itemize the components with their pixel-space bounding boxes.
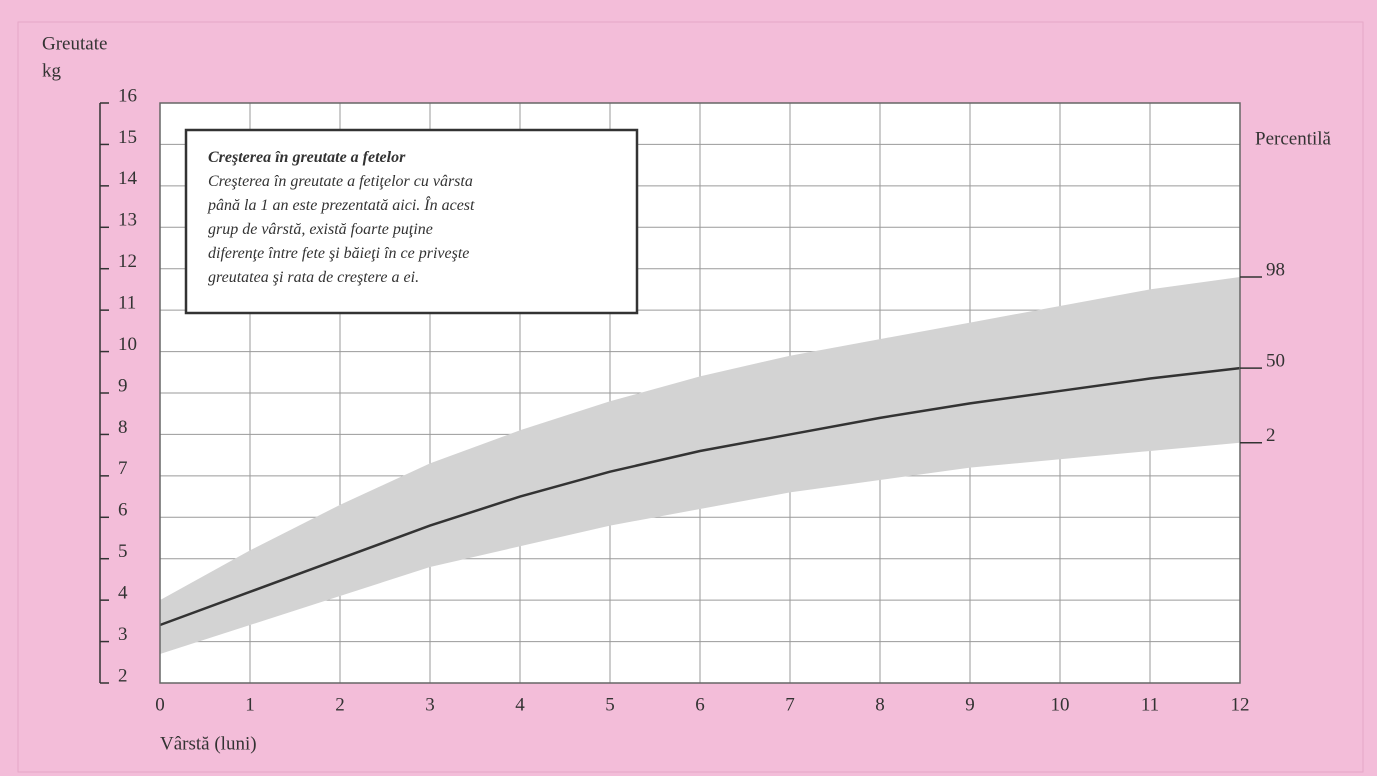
- x-tick-label: 11: [1141, 694, 1159, 715]
- x-tick-label: 6: [695, 694, 705, 715]
- median-line: [159, 366, 1241, 627]
- y-tick-label: 7: [118, 458, 128, 479]
- annotation-text: Creşterea în greutate a fetiţelor cu vâr…: [208, 173, 473, 190]
- y-tick-label: 3: [118, 624, 128, 645]
- y2-label: Percentilă: [1255, 128, 1332, 149]
- percentile-band: [160, 277, 1240, 654]
- y-tick-label: 10: [118, 334, 137, 355]
- y-tick-label: 5: [118, 541, 128, 562]
- x-tick-label: 5: [605, 694, 615, 715]
- y-tick-label: 6: [118, 500, 128, 521]
- x-tick-label: 7: [785, 694, 795, 715]
- plot-border: [159, 102, 1241, 684]
- x-tick-label: 1: [245, 694, 255, 715]
- y-tick-label: 4: [118, 583, 128, 604]
- annotation-text: până la 1 an este prezentată aici. În ac…: [207, 195, 475, 214]
- y-label: Greutate: [42, 33, 107, 54]
- y-tick-label: 13: [118, 210, 137, 231]
- annotation-text: diferenţe între fete şi băieţi în ce pri…: [208, 245, 469, 262]
- annotation-box: [184, 128, 639, 315]
- x-label: Vârstă (luni): [160, 733, 257, 754]
- legend-label: 2: [1266, 425, 1276, 446]
- y-tick-label: 12: [118, 251, 137, 272]
- y-tick-label: 8: [118, 417, 128, 438]
- header-strip: [0, 0, 1377, 14]
- y-tick-label: 11: [118, 293, 136, 314]
- annotation-text: grup de vârstă, există foarte puţine: [208, 221, 433, 238]
- y-label: kg: [42, 60, 62, 81]
- x-tick-label: 2: [335, 694, 345, 715]
- annotation-text: greutatea şi rata de creştere a ei.: [208, 269, 419, 286]
- y-tick-label: 15: [118, 127, 137, 148]
- x-tick-label: 0: [155, 694, 165, 715]
- y-tick-label: 9: [118, 375, 128, 396]
- x-tick-label: 10: [1051, 694, 1070, 715]
- y-tick-label: 16: [118, 85, 137, 106]
- y-tick-label: 14: [118, 168, 138, 189]
- annotation-title: Creşterea în greutate a fetelor: [208, 149, 406, 166]
- x-tick-label: 4: [515, 694, 525, 715]
- x-tick-label: 8: [875, 694, 885, 715]
- x-tick-label: 12: [1231, 694, 1250, 715]
- y-tick-label: 2: [118, 665, 128, 686]
- legend-label: 50: [1266, 351, 1285, 372]
- legend-label: 98: [1266, 259, 1285, 280]
- x-tick-label: 9: [965, 694, 975, 715]
- x-tick-label: 3: [425, 694, 435, 715]
